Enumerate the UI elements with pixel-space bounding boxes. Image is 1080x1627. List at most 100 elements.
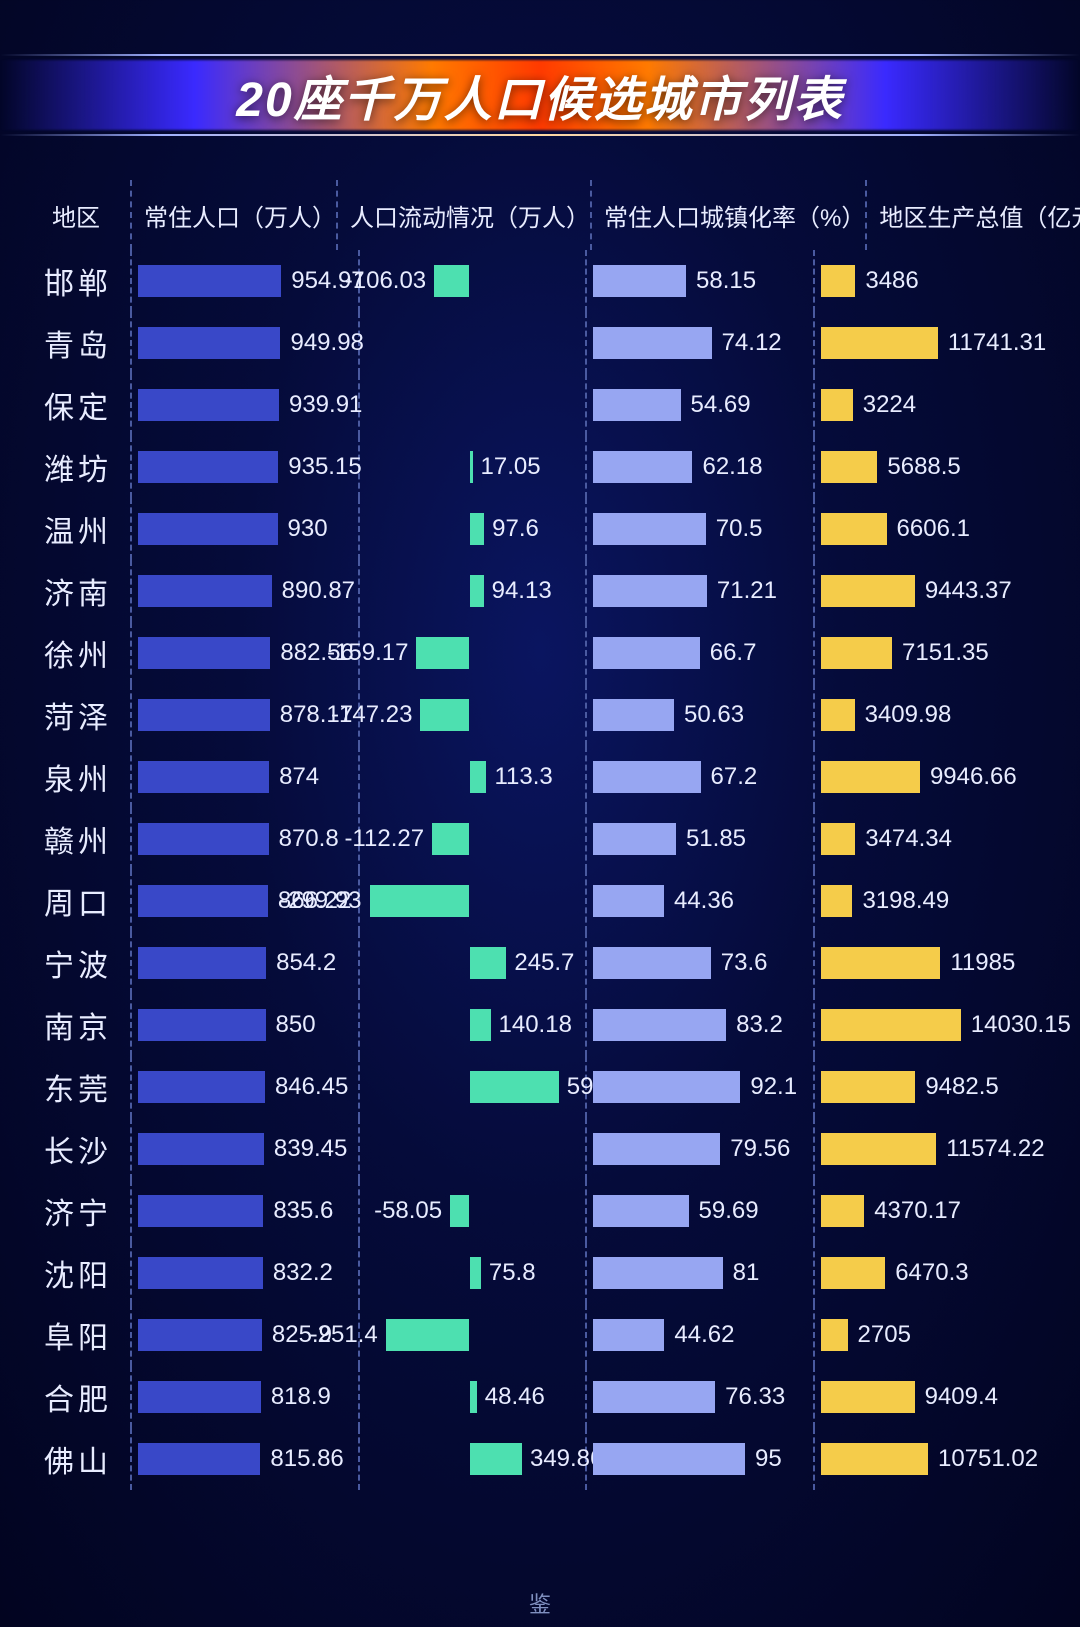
cell-gdp: 10751.02 [815,1428,1041,1490]
cell-gdp: 14030.15 [815,994,1041,1056]
flow-value: 94.13 [492,577,552,605]
region-label: 温州 [40,507,130,551]
cell-urban: 79.56 [587,1118,813,1180]
bar-cell: 954.97 [132,250,358,312]
gdp-bar [821,1319,848,1351]
urban-bar [593,1071,740,1103]
bar-cell: 939.91 [132,374,358,436]
urban-value: 66.7 [710,639,757,667]
pop-value: 818.9 [271,1383,331,1411]
cell-pop: 850 [132,994,358,1056]
bar-cell: 81 [587,1242,813,1304]
gdp-bar [821,327,938,359]
region-label: 沈阳 [40,1251,130,1295]
gdp-bar [821,761,920,793]
urban-value: 76.33 [725,1383,785,1411]
flow-bar [450,1195,469,1227]
bar-cell: -299.93 [360,870,586,932]
bar-cell: 17.05 [360,436,586,498]
urban-value: 62.18 [702,453,762,481]
pop-bar [138,389,279,421]
bar-cell: 83.2 [587,994,813,1056]
cell-gdp: 9482.5 [815,1056,1041,1118]
bar-cell: 59.69 [587,1180,813,1242]
bar-cell: 4370.17 [815,1180,1041,1242]
bar-cell: 818.9 [132,1366,358,1428]
cell-urban: 67.2 [587,746,813,808]
urban-bar [593,947,711,979]
bar-cell: 11985 [815,932,1041,994]
flow-bar [432,823,469,855]
cell-gdp: 9946.66 [815,746,1041,808]
cell-flow: -251.4 [360,1304,586,1366]
urban-value: 50.63 [684,701,744,729]
cell-urban: 58.15 [587,250,813,312]
cell-urban: 44.62 [587,1304,813,1366]
gdp-value: 6470.3 [895,1259,968,1287]
bar-cell: 44.62 [587,1304,813,1366]
table-row: 邯郸954.97-106.0358.153486 [40,250,1040,312]
cell-flow: 97.6 [360,498,586,560]
urban-bar [593,327,712,359]
bar-cell: 870.8 [132,808,358,870]
region-label: 邯郸 [40,259,130,303]
table-row: 菏泽878.17-147.2350.633409.98 [40,684,1040,746]
gdp-value: 9443.37 [925,577,1012,605]
urban-bar [593,1443,745,1475]
bar-cell: 7151.35 [815,622,1041,684]
bar-cell: 846.45 [132,1056,358,1118]
flow-bar [470,1071,559,1103]
bar-cell: 835.6 [132,1180,358,1242]
gdp-value: 3224 [863,391,916,419]
cell-pop: 890.87 [132,560,358,622]
bar-cell: 882.56 [132,622,358,684]
bar-cell: 113.3 [360,746,586,808]
cell-urban: 50.63 [587,684,813,746]
pop-value: 874 [279,763,319,791]
urban-value: 74.12 [722,329,782,357]
region-label: 青岛 [40,321,130,365]
region-label: 长沙 [40,1127,130,1171]
table-header-row: 地区 常住人口（万人） 人口流动情况（万人） 常住人口城镇化率（%） 地区生产总… [40,180,1040,250]
cell-flow: -58.05 [360,1180,586,1242]
gdp-bar [821,1071,916,1103]
cell-gdp: 3198.49 [815,870,1041,932]
region-label: 周口 [40,879,130,923]
bar-cell: 79.56 [587,1118,813,1180]
page-title: 20座千万人口候选城市列表 [236,60,843,130]
urban-bar [593,575,707,607]
cell-gdp: 3474.34 [815,808,1041,870]
pop-value: 846.45 [275,1073,348,1101]
pop-value: 939.91 [289,391,362,419]
pop-bar [138,823,269,855]
header-gdp: 地区生产总值（亿元） [867,180,1080,250]
cell-urban: 83.2 [587,994,813,1056]
bar-cell: 75.8 [360,1242,586,1304]
table-row: 佛山815.86349.869510751.02 [40,1428,1040,1490]
cell-flow: -299.93 [360,870,586,932]
gdp-value: 11985 [950,949,1015,977]
gdp-bar [821,885,853,917]
bar-cell: 854.2 [132,932,358,994]
bar-cell: 140.18 [360,994,586,1056]
flow-value: -299.93 [280,887,361,915]
cell-flow: -106.03 [360,250,586,312]
bar-cell: 349.86 [360,1428,586,1490]
region-label: 徐州 [40,631,130,675]
cell-gdp: 9409.4 [815,1366,1041,1428]
gdp-bar [821,1195,865,1227]
pop-bar [138,947,266,979]
cell-urban: 81 [587,1242,813,1304]
cell-pop: 839.45 [132,1118,358,1180]
flow-value: 245.7 [514,949,574,977]
pop-value: 835.6 [273,1197,333,1225]
header-urban: 常住人口城镇化率（%） [592,180,865,250]
flow-bar [470,575,484,607]
cell-flow [360,1118,586,1180]
table-row: 宁波854.2245.773.611985 [40,932,1040,994]
table-row: 周口866.22-299.9344.363198.49 [40,870,1040,932]
gdp-bar [821,699,855,731]
gdp-bar [821,451,878,483]
pop-bar [138,513,278,545]
cell-urban: 44.36 [587,870,813,932]
